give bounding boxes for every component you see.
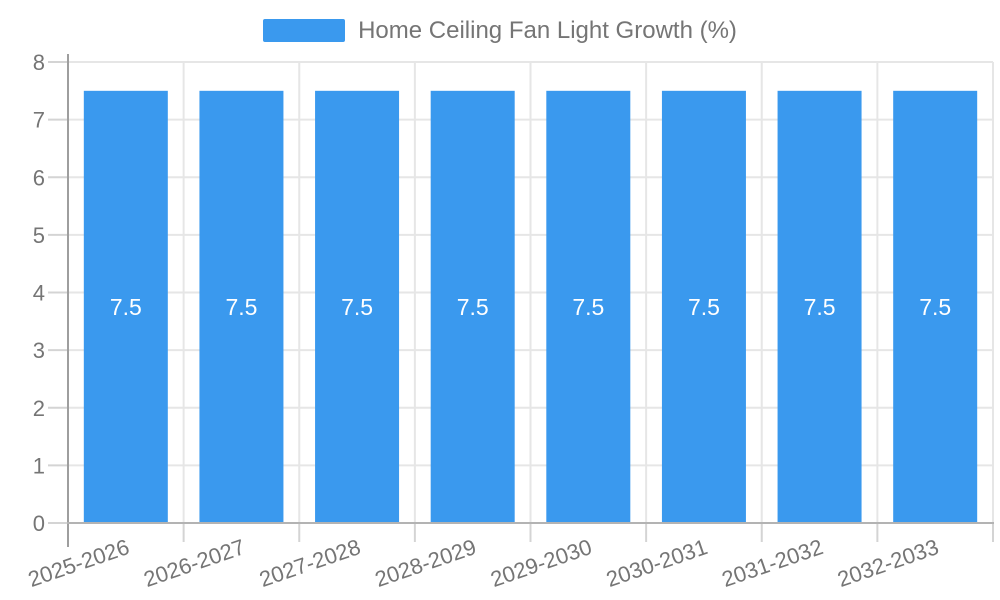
y-tick-label: 8 (33, 50, 45, 75)
y-tick-label: 2 (33, 396, 45, 421)
bar-2025-2026[interactable] (83, 90, 168, 522)
x-tick-label: 2027-2028 (256, 534, 364, 592)
y-tick-label: 3 (33, 338, 45, 363)
y-tick-label: 1 (33, 453, 45, 478)
bar-2031-2032[interactable] (777, 90, 862, 522)
x-tick-label: 2025-2026 (25, 534, 133, 592)
bar-value-label: 7.5 (110, 294, 142, 320)
bar-2027-2028[interactable] (315, 90, 400, 522)
x-tick-label: 2030-2031 (603, 534, 711, 592)
bar-value-label: 7.5 (688, 294, 720, 320)
legend-swatch (263, 19, 346, 42)
bar-value-label: 7.5 (572, 294, 604, 320)
bar-value-label: 7.5 (919, 294, 951, 320)
legend-item[interactable]: Home Ceiling Fan Light Growth (%) (0, 17, 1000, 44)
x-tick-label: 2028-2029 (372, 534, 480, 592)
bar-2026-2027[interactable] (199, 90, 284, 522)
x-tick-label: 2032-2033 (834, 534, 942, 592)
y-tick-label: 6 (33, 165, 45, 190)
x-tick-label: 2026-2027 (140, 534, 248, 592)
bar-2028-2029[interactable] (430, 90, 515, 522)
y-tick-label: 5 (33, 223, 45, 248)
bar-value-label: 7.5 (225, 294, 257, 320)
x-tick-label: 2029-2030 (487, 534, 595, 592)
bar-2032-2033[interactable] (893, 90, 978, 522)
y-tick-label: 0 (33, 511, 45, 536)
x-tick-label: 2031-2032 (719, 534, 827, 592)
bar-2029-2030[interactable] (546, 90, 631, 522)
y-tick-label: 7 (33, 108, 45, 133)
bar-value-label: 7.5 (804, 294, 836, 320)
bar-value-label: 7.5 (341, 294, 373, 320)
bar-2030-2031[interactable] (661, 90, 746, 522)
legend-label: Home Ceiling Fan Light Growth (%) (358, 17, 737, 44)
bar-value-label: 7.5 (457, 294, 489, 320)
y-tick-label: 4 (33, 281, 45, 306)
